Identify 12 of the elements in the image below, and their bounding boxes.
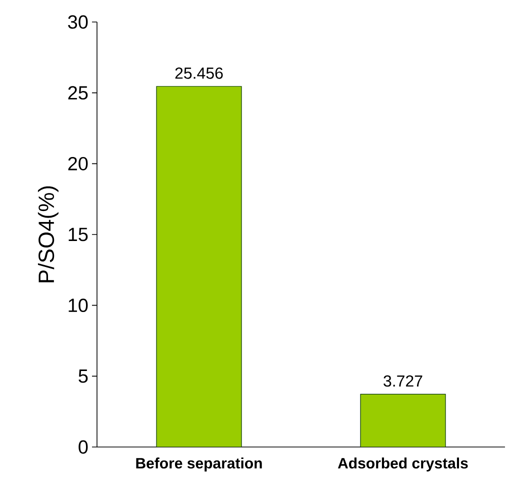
y-tick-label: 30	[68, 15, 88, 29]
y-tick-label: 15	[68, 228, 88, 242]
data-label: 3.727	[384, 375, 422, 387]
x-tick-label: Before separation	[136, 458, 262, 472]
y-axis-title: P/SO4(%)	[38, 186, 58, 282]
data-label: 25.456	[175, 68, 223, 79]
y-tick-label: 5	[78, 370, 88, 383]
x-tick-label: Adsorbed crystals	[338, 458, 468, 472]
y-tick-label: 0	[78, 440, 88, 454]
y-tick-label: 25	[68, 86, 88, 100]
y-tick-label: 20	[68, 156, 88, 170]
y-tick-label: 10	[68, 298, 88, 312]
